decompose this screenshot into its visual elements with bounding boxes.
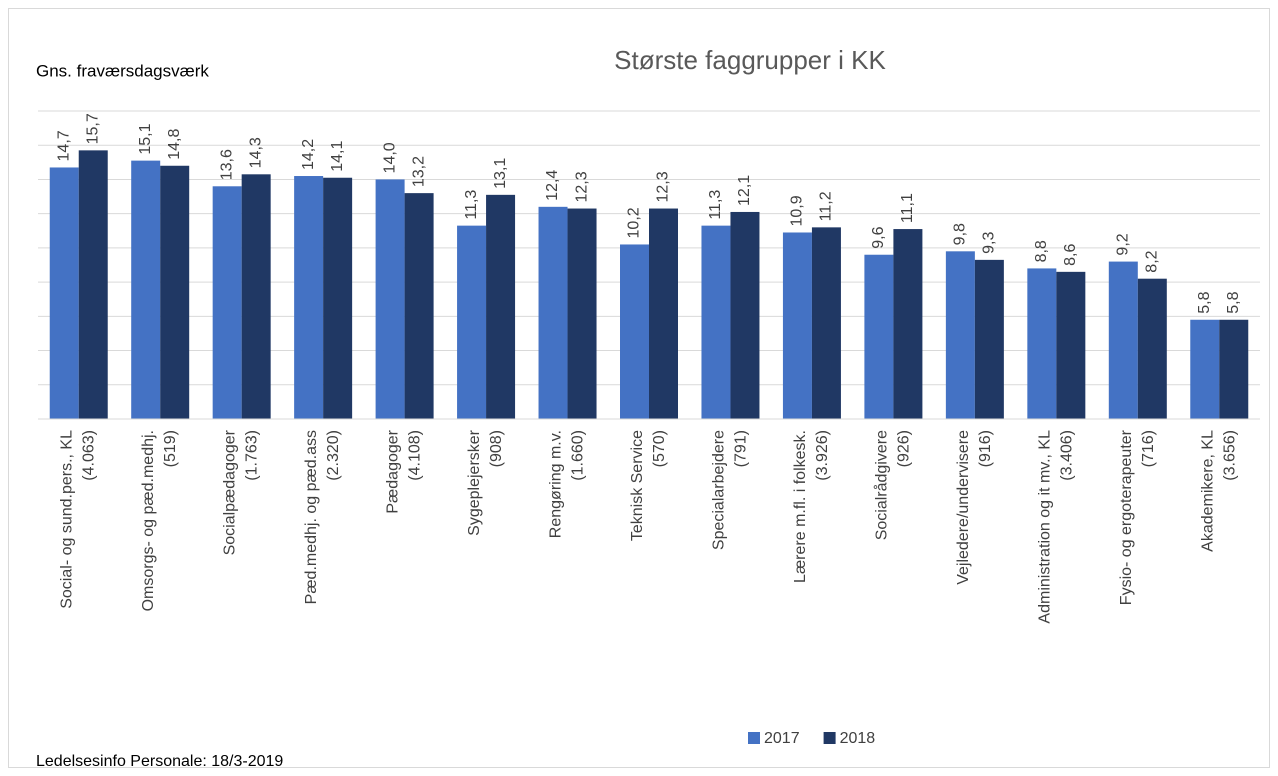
bar bbox=[1108, 261, 1138, 419]
x-tick-label: Specialarbejdere (791) bbox=[711, 430, 750, 550]
x-tick-label: Socialrådgivere (926) bbox=[873, 430, 913, 540]
bar bbox=[782, 232, 812, 419]
value-label: 11,3 bbox=[707, 190, 724, 220]
value-label: 13,2 bbox=[410, 156, 427, 187]
value-label: 14,8 bbox=[166, 129, 183, 160]
bar bbox=[538, 206, 568, 419]
bar bbox=[131, 160, 161, 419]
bar bbox=[620, 244, 649, 419]
bar bbox=[49, 167, 79, 419]
value-label: 11,3 bbox=[463, 190, 480, 220]
x-tick-label: Pæd.medhj. og pæd.ass (2.320) bbox=[303, 430, 342, 604]
value-label: 15,7 bbox=[84, 113, 101, 144]
value-label: 13,6 bbox=[218, 149, 235, 180]
value-label: 10,2 bbox=[626, 207, 643, 238]
value-label: 11,2 bbox=[818, 191, 835, 221]
value-label: 12,1 bbox=[736, 175, 753, 206]
value-label: 14,0 bbox=[381, 142, 398, 173]
bar bbox=[486, 194, 516, 419]
x-tick-label: Sygeplejersker (908) bbox=[466, 429, 505, 536]
y-axis-label: Gns. fraværsdagsværk bbox=[36, 61, 209, 80]
chart-title: Største faggrupper i KK bbox=[614, 45, 886, 75]
bar bbox=[945, 251, 975, 419]
bar bbox=[567, 208, 597, 419]
legend-swatch bbox=[823, 732, 836, 744]
bar bbox=[974, 259, 1004, 419]
value-label: 13,1 bbox=[492, 158, 509, 189]
bar bbox=[323, 177, 353, 419]
value-label: 14,2 bbox=[300, 139, 317, 170]
value-label: 12,3 bbox=[655, 171, 672, 202]
value-label: 9,2 bbox=[1115, 233, 1132, 255]
value-label: 14,1 bbox=[329, 140, 346, 171]
x-tick-label: Akademikere, KL (3.656) bbox=[1199, 430, 1238, 552]
x-tick-label: Lærere m.fl. i folkesk. (3.926) bbox=[792, 430, 831, 583]
bar bbox=[1190, 319, 1220, 419]
value-label: 10,9 bbox=[789, 195, 806, 226]
value-label: 9,8 bbox=[952, 223, 969, 245]
bar bbox=[730, 211, 760, 419]
value-label: 9,3 bbox=[981, 232, 998, 254]
legend-label: 2018 bbox=[840, 730, 876, 747]
value-label: 14,7 bbox=[55, 130, 72, 161]
legend-swatch bbox=[748, 732, 760, 744]
bar bbox=[893, 229, 923, 419]
bar bbox=[294, 176, 324, 419]
x-tick-label: Pædagoger (4.108) bbox=[385, 429, 424, 513]
value-label: 15,1 bbox=[137, 123, 154, 154]
bar bbox=[160, 165, 190, 419]
value-label: 9,6 bbox=[870, 226, 887, 248]
bar bbox=[811, 227, 841, 419]
bar bbox=[375, 179, 405, 419]
bar bbox=[457, 225, 487, 419]
bar bbox=[701, 225, 731, 419]
x-tick-label: Administration og it mv., KL (3.406) bbox=[1037, 430, 1076, 624]
bar bbox=[649, 208, 678, 419]
x-tick-label: Social- og sund.pers., KL (4.063) bbox=[59, 430, 98, 609]
bar bbox=[78, 150, 108, 419]
footer: Ledelsesinfo Personale: 18/3-2019 bbox=[36, 753, 283, 770]
value-label: 8,8 bbox=[1033, 240, 1050, 262]
value-label: 12,4 bbox=[544, 170, 561, 201]
x-tick-label: Omsorgs- og pæd.medhj. (519) bbox=[140, 430, 179, 611]
bar bbox=[864, 254, 894, 419]
bar bbox=[212, 186, 242, 419]
bar bbox=[1137, 278, 1167, 419]
value-label: 8,6 bbox=[1062, 244, 1079, 266]
value-label: 5,8 bbox=[1196, 291, 1213, 313]
legend-label: 2017 bbox=[764, 730, 800, 747]
x-tick-label: Fysio- og ergoterapeuter (716) bbox=[1118, 429, 1157, 605]
value-label: 12,3 bbox=[573, 171, 590, 202]
x-tick-label: Teknisk Service (570) bbox=[629, 430, 668, 541]
bar bbox=[404, 193, 434, 419]
x-tick-label: Socialpædagoger (1.763) bbox=[222, 429, 261, 555]
x-tick-label: Rengøring m.v. (1.660) bbox=[548, 430, 587, 538]
bar bbox=[1219, 319, 1249, 419]
bar bbox=[1027, 268, 1057, 419]
bar bbox=[1056, 271, 1086, 419]
bar bbox=[241, 174, 271, 419]
x-tick-label: Vejledere/undervisere (916) bbox=[955, 430, 994, 585]
value-label: 5,8 bbox=[1225, 291, 1242, 313]
value-label: 14,3 bbox=[247, 137, 264, 168]
value-label: 11,1 bbox=[899, 193, 916, 223]
value-label: 8,2 bbox=[1144, 250, 1161, 272]
